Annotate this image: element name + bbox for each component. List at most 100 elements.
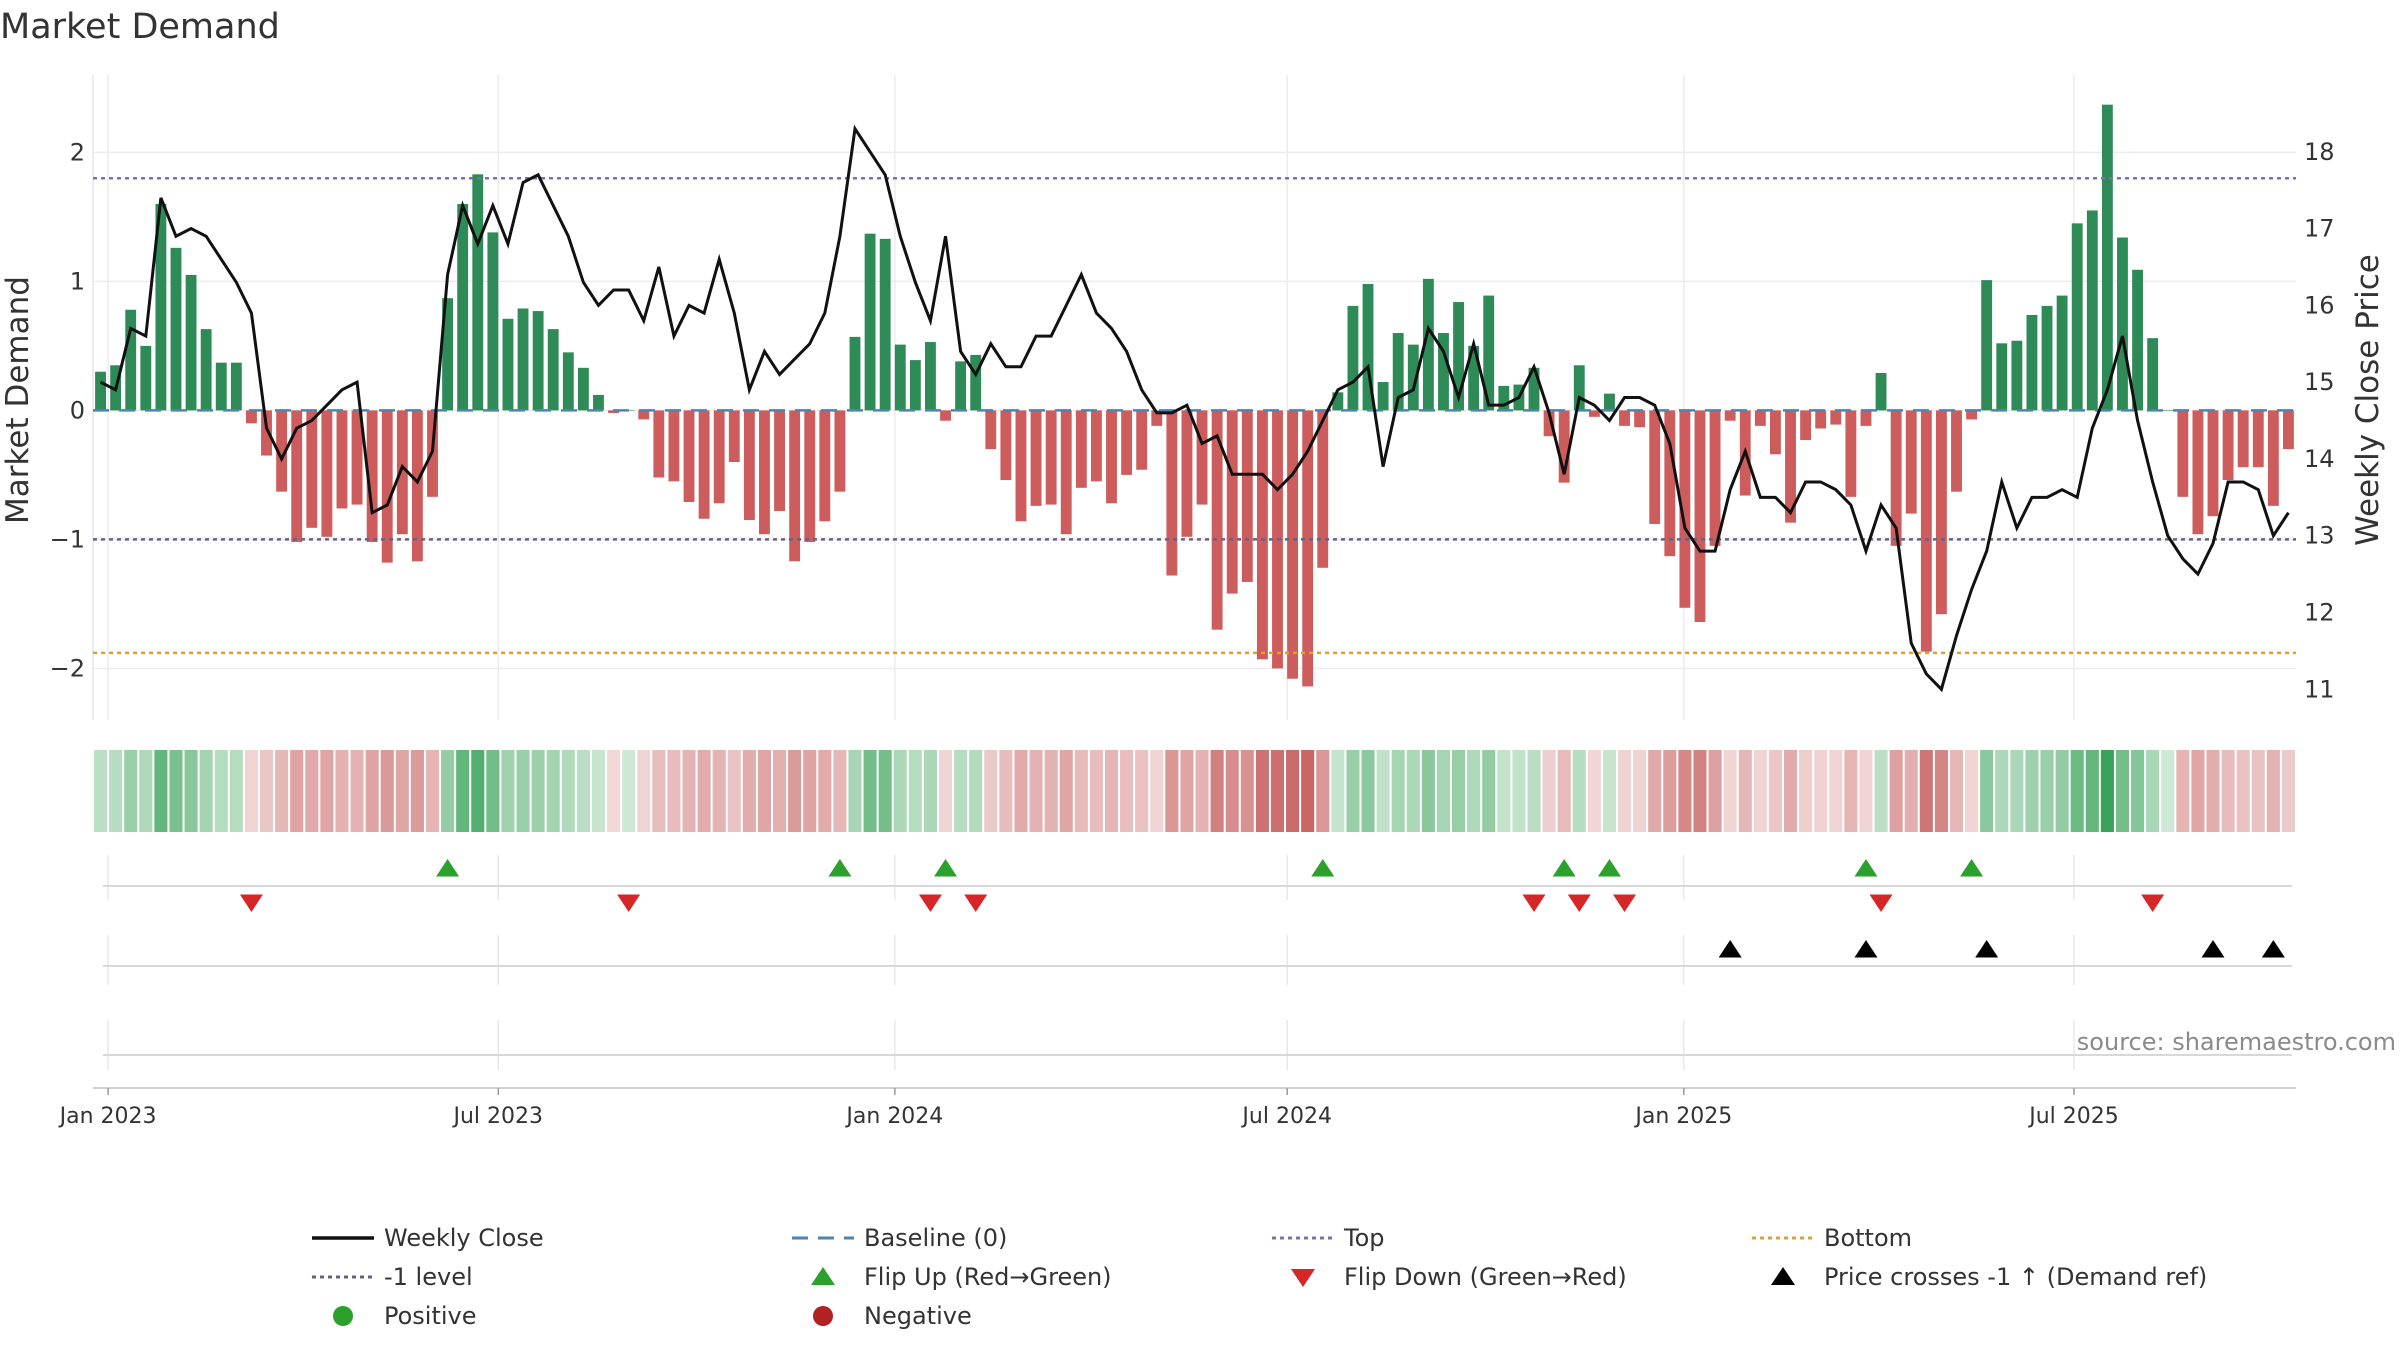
heat-strip-cell: [516, 750, 530, 832]
negative-demand-bar: [1256, 410, 1268, 660]
heat-strip-cell: [697, 750, 711, 832]
right-y-tick-label: 15: [2304, 368, 2335, 396]
legend-item: Weekly Close: [312, 1224, 544, 1252]
negative-demand-bar: [351, 410, 363, 505]
heat-strip-cell: [2100, 750, 2114, 832]
positive-demand-bar: [1468, 345, 1480, 411]
negative-demand-bar: [985, 410, 997, 450]
x-tick-label: Jan 2023: [58, 1104, 157, 1129]
negative-demand-bar: [1000, 410, 1012, 481]
heat-strip-cell: [1633, 750, 1647, 832]
positive-demand-bar: [849, 336, 861, 411]
legend-label: Positive: [384, 1302, 477, 1330]
positive-demand-bar: [472, 174, 484, 411]
heat-strip-cell: [1693, 750, 1707, 832]
heat-strip-cell: [1753, 750, 1767, 832]
positive-demand-bar: [2071, 223, 2083, 411]
negative-demand-bar: [653, 410, 665, 478]
positive-demand-bar: [955, 361, 967, 411]
legend-item: Baseline (0): [792, 1224, 1007, 1252]
heat-strip-cell: [1874, 750, 1888, 832]
heat-strip-cell: [1799, 750, 1813, 832]
heat-strip-cell: [1617, 750, 1632, 832]
positive-demand-bar: [502, 318, 514, 411]
legend-swatch: [1771, 1267, 1795, 1285]
flip-down-marker: [617, 894, 641, 912]
heat-strip-cell: [788, 750, 802, 832]
negative-demand-bar: [1060, 410, 1072, 535]
heat-strip-cell: [1165, 750, 1179, 832]
heat-strip-cell: [742, 750, 756, 832]
negative-demand-bar: [940, 410, 951, 421]
positive-demand-bar: [1875, 372, 1887, 411]
heat-strip-cell: [1240, 750, 1254, 832]
heat-strip-cell: [1270, 750, 1285, 832]
price-cross-marker: [2201, 940, 2225, 958]
legend-item: Flip Up (Red→Green): [811, 1263, 1112, 1291]
positive-demand-bar: [230, 362, 242, 411]
heat-strip-cell: [1919, 750, 1933, 832]
heat-strip-cell: [622, 750, 636, 832]
negative-demand-bar: [789, 410, 801, 562]
heat-strip-cell: [2206, 750, 2220, 832]
negative-demand-bar: [321, 410, 333, 537]
heat-strip-cell: [214, 750, 228, 832]
positive-demand-bar: [2117, 237, 2128, 411]
heat-strip-cell: [531, 750, 545, 832]
legend-swatch: [1291, 1269, 1315, 1287]
heat-strip-cell: [727, 750, 741, 832]
negative-demand-bar: [246, 410, 257, 424]
heat-strip-cell: [410, 750, 424, 832]
positive-demand-bar: [2056, 295, 2068, 411]
heat-strip-cell: [486, 750, 500, 832]
heat-strip-cell: [893, 750, 907, 832]
negative-demand-bar: [2222, 410, 2234, 481]
heat-strip-cell: [1648, 750, 1662, 832]
negative-demand-bar: [1151, 410, 1163, 426]
reference-lines: [93, 176, 2296, 655]
heat-strip-cell: [848, 750, 862, 832]
heat-strip-cell: [1602, 750, 1616, 832]
positive-demand-bar: [155, 204, 167, 411]
heat-strip-cell: [607, 750, 621, 832]
negative-demand-bar: [713, 410, 725, 504]
legend-item: Price crosses -1 ↑ (Demand ref): [1771, 1263, 2207, 1291]
legend-label: Top: [1343, 1224, 1385, 1252]
flip-up-marker: [828, 859, 852, 877]
flip-down-marker: [1522, 894, 1546, 912]
heat-strip-cell: [1059, 750, 1073, 832]
negative-demand-bar: [1196, 410, 1208, 505]
heat-strip-cell: [1014, 750, 1028, 832]
x-tick-label: Jul 2024: [1240, 1104, 1332, 1129]
heat-strip-cell: [501, 750, 515, 832]
heat-strip-cell: [320, 750, 334, 832]
positive-demand-bar: [517, 308, 529, 411]
negative-demand-bar: [2207, 410, 2219, 517]
heat-strip-cell: [757, 750, 772, 832]
negative-demand-bar: [1679, 410, 1691, 608]
heat-strip-cell: [1452, 750, 1466, 832]
heat-strip-cell: [803, 750, 817, 832]
negative-demand-bar: [1075, 410, 1087, 488]
positive-demand-bar: [140, 345, 152, 411]
negative-demand-bar: [1830, 410, 1842, 425]
legend-item: Top: [1272, 1224, 1385, 1252]
heat-strip-cell: [244, 750, 258, 832]
heat-strip-cell: [1768, 750, 1782, 832]
heat-strip-cell: [1074, 750, 1088, 832]
right-y-tick-label: 11: [2304, 675, 2335, 703]
legend-swatch: [811, 1267, 835, 1285]
flip-down-marker: [1567, 894, 1591, 912]
heat-strip-cell: [1210, 750, 1224, 832]
legend-item: Flip Down (Green→Red): [1291, 1263, 1627, 1291]
negative-demand-bar: [396, 410, 408, 535]
negative-demand-bar: [1287, 410, 1299, 679]
heat-strip-cell: [712, 750, 726, 832]
positive-demand-bar: [2147, 338, 2159, 411]
positive-demand-bar: [547, 329, 559, 411]
heat-strip-cell: [1542, 750, 1556, 832]
right-y-tick-label: 17: [2304, 215, 2335, 243]
positive-demand-bar: [95, 371, 106, 411]
right-y-tick-label: 14: [2304, 445, 2335, 473]
negative-demand-bar: [1694, 410, 1706, 622]
